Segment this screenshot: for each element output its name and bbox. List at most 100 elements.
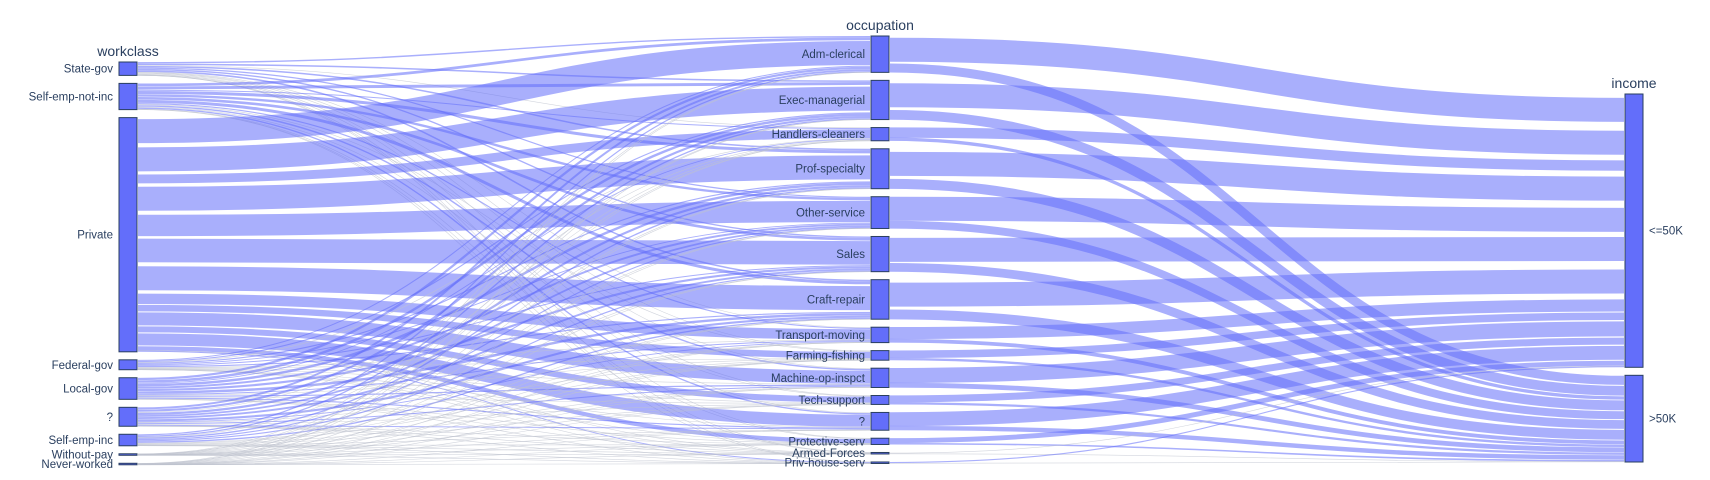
category-bar-income-50k[interactable]	[1624, 374, 1644, 463]
ribbon-workclass-private-to-adm-clerical[interactable]	[137, 40, 871, 144]
ribbon-workclass-self-emp-inc-to-adm-clerical[interactable]	[137, 71, 871, 436]
ribbon-occupation-unknown-to-50k[interactable]	[889, 345, 1625, 427]
ribbon-occupation-tech-support-to-50k[interactable]	[889, 337, 1625, 403]
category-bar-workclass-federal-gov[interactable]	[118, 359, 138, 371]
category-bar-occupation-prof-specialty[interactable]	[870, 148, 890, 190]
dimension-title-workclass[interactable]: workclass	[96, 43, 158, 59]
ribbon-occupation-prof-specialty-to-50k[interactable]	[889, 151, 1625, 201]
ribbon-occupation-tech-support-to-50k[interactable]	[889, 402, 1625, 455]
ribbon-occupation-armed-forces-to-50k[interactable]	[889, 453, 1625, 462]
ribbon-workclass-self-emp-inc-to-sales[interactable]	[137, 270, 871, 442]
ribbon-workclass-without-pay-to-craft-repair[interactable]	[137, 318, 871, 456]
ribbon-workclass-self-emp-not-inc-to-adm-clerical[interactable]	[137, 37, 871, 87]
ribbon-workclass-federal-gov-to-prof-specialty[interactable]	[137, 181, 871, 364]
ribbon-occupation-farming-fishing-to-50k[interactable]	[889, 312, 1625, 358]
ribbon-occupation-protective-serv-to-50k[interactable]	[889, 442, 1625, 462]
ribbon-occupation-craft-repair-to-50k[interactable]	[889, 309, 1625, 440]
ribbon-workclass-private-to-exec-managerial[interactable]	[137, 86, 871, 172]
ribbon-workclass-without-pay-to-handlers-cleaners[interactable]	[137, 140, 871, 455]
ribbon-workclass-federal-gov-to-sales[interactable]	[137, 265, 871, 366]
ribbon-workclass-local-gov-to-handlers-cleaners[interactable]	[137, 138, 871, 384]
category-bar-occupation-other-service[interactable]	[870, 196, 890, 229]
category-bar-occupation-craft-repair[interactable]	[870, 279, 890, 320]
ribbon-occupation-priv-house-serv-to-50k[interactable]	[889, 366, 1625, 464]
ribbon-workclass-federal-gov-to-handlers-cleaners[interactable]	[137, 138, 871, 363]
ribbon-workclass-state-gov-to-adm-clerical[interactable]	[137, 36, 871, 64]
ribbon-workclass-unknown-to-adm-clerical[interactable]	[137, 69, 871, 410]
ribbon-workclass-private-to-tech-support[interactable]	[137, 326, 871, 403]
category-bar-workclass-private[interactable]	[118, 117, 138, 353]
ribbon-workclass-local-gov-to-tech-support[interactable]	[137, 396, 871, 404]
ribbon-workclass-never-worked-to-transport-moving[interactable]	[137, 342, 871, 465]
ribbon-workclass-never-worked-to-priv-house-serv[interactable]	[137, 463, 871, 466]
ribbon-workclass-without-pay-to-adm-clerical[interactable]	[137, 72, 871, 455]
ribbon-workclass-self-emp-inc-to-tech-support[interactable]	[137, 403, 871, 445]
ribbon-workclass-without-pay-to-transport-moving[interactable]	[137, 342, 871, 456]
category-bar-income-50k[interactable]	[1624, 93, 1644, 368]
ribbon-workclass-unknown-to-machine-op-inspct[interactable]	[137, 385, 871, 425]
category-bar-occupation-handlers-cleaners[interactable]	[870, 127, 890, 142]
ribbon-workclass-local-gov-to-exec-managerial[interactable]	[137, 113, 871, 383]
category-bar-occupation-machine-op-inspct[interactable]	[870, 367, 890, 388]
ribbon-workclass-self-emp-inc-to-handlers-cleaners[interactable]	[137, 140, 871, 438]
ribbon-workclass-unknown-to-exec-managerial[interactable]	[137, 116, 871, 412]
ribbon-workclass-local-gov-to-priv-house-serv[interactable]	[137, 398, 871, 464]
category-bar-occupation-unknown[interactable]	[870, 411, 890, 431]
dimension-title-income[interactable]: income	[1611, 75, 1656, 91]
ribbon-workclass-self-emp-not-inc-to-other-service[interactable]	[137, 94, 871, 201]
ribbon-workclass-without-pay-to-exec-managerial[interactable]	[137, 119, 871, 455]
ribbon-workclass-never-worked-to-farming-fishing[interactable]	[137, 359, 871, 465]
ribbon-workclass-never-worked-to-adm-clerical[interactable]	[137, 72, 871, 464]
category-bar-workclass-self-emp-not-inc[interactable]	[118, 82, 138, 111]
ribbon-workclass-never-worked-to-craft-repair[interactable]	[137, 318, 871, 465]
ribbon-workclass-self-emp-inc-to-transport-moving[interactable]	[137, 342, 871, 444]
category-bar-occupation-sales[interactable]	[870, 235, 890, 273]
category-bar-workclass-never-worked[interactable]	[118, 462, 138, 466]
ribbon-workclass-never-worked-to-exec-managerial[interactable]	[137, 119, 871, 464]
ribbon-workclass-private-to-priv-house-serv[interactable]	[137, 350, 871, 464]
ribbon-occupation-machine-op-inspct-to-50k[interactable]	[889, 382, 1625, 453]
category-bar-occupation-farming-fishing[interactable]	[870, 350, 890, 361]
ribbon-workclass-unknown-to-protective-serv[interactable]	[137, 425, 871, 445]
ribbon-workclass-federal-gov-to-machine-op-inspct[interactable]	[137, 368, 871, 385]
ribbon-workclass-without-pay-to-other-service[interactable]	[137, 228, 871, 455]
ribbon-workclass-self-emp-inc-to-exec-managerial[interactable]	[137, 118, 871, 437]
ribbon-workclass-without-pay-to-prof-specialty[interactable]	[137, 188, 871, 455]
ribbon-workclass-private-to-transport-moving[interactable]	[137, 293, 871, 340]
ribbon-occupation-protective-serv-to-50k[interactable]	[889, 360, 1625, 444]
ribbon-workclass-federal-gov-to-other-service[interactable]	[137, 222, 871, 365]
category-bar-occupation-protective-serv[interactable]	[870, 437, 890, 445]
ribbon-workclass-local-gov-to-adm-clerical[interactable]	[137, 66, 871, 381]
ribbon-occupation-transport-moving-to-50k[interactable]	[889, 299, 1625, 340]
ribbon-workclass-federal-gov-to-exec-managerial[interactable]	[137, 112, 871, 363]
ribbon-workclass-self-emp-inc-to-farming-fishing[interactable]	[137, 359, 871, 444]
ribbon-workclass-federal-gov-to-tech-support[interactable]	[137, 368, 871, 404]
category-bar-workclass-local-gov[interactable]	[118, 377, 138, 400]
ribbon-workclass-unknown-to-tech-support[interactable]	[137, 403, 871, 425]
ribbon-occupation-sales-to-50k[interactable]	[889, 236, 1625, 262]
category-bar-workclass-self-emp-inc[interactable]	[118, 433, 138, 447]
ribbon-workclass-without-pay-to-machine-op-inspct[interactable]	[137, 387, 871, 456]
ribbon-workclass-federal-gov-to-unknown[interactable]	[137, 368, 871, 428]
ribbon-workclass-local-gov-to-prof-specialty[interactable]	[137, 182, 871, 387]
ribbon-workclass-never-worked-to-sales[interactable]	[137, 271, 871, 465]
ribbon-workclass-local-gov-to-machine-op-inspct[interactable]	[137, 384, 871, 397]
ribbon-workclass-local-gov-to-craft-repair[interactable]	[137, 313, 871, 394]
ribbon-workclass-unknown-to-prof-specialty[interactable]	[137, 185, 871, 415]
ribbon-occupation-handlers-cleaners-to-50k[interactable]	[889, 127, 1625, 171]
category-bar-occupation-priv-house-serv[interactable]	[870, 461, 890, 464]
ribbon-workclass-private-to-farming-fishing[interactable]	[137, 304, 871, 359]
ribbon-workclass-federal-gov-to-adm-clerical[interactable]	[137, 65, 871, 361]
ribbon-workclass-never-worked-to-machine-op-inspct[interactable]	[137, 387, 871, 465]
ribbon-workclass-state-gov-to-prof-specialty[interactable]	[137, 65, 871, 151]
ribbon-workclass-without-pay-to-sales[interactable]	[137, 271, 871, 455]
ribbon-occupation-unknown-to-50k[interactable]	[889, 425, 1625, 460]
ribbon-workclass-never-worked-to-unknown[interactable]	[137, 429, 871, 466]
ribbon-workclass-local-gov-to-unknown[interactable]	[137, 397, 871, 429]
ribbon-workclass-never-worked-to-other-service[interactable]	[137, 228, 871, 465]
ribbon-workclass-never-worked-to-tech-support[interactable]	[137, 404, 871, 465]
category-bar-occupation-transport-moving[interactable]	[870, 326, 890, 344]
ribbon-occupation-armed-forces-to-50k[interactable]	[889, 365, 1625, 454]
ribbon-occupation-adm-clerical-to-50k[interactable]	[889, 37, 1625, 122]
ribbon-occupation-exec-managerial-to-50k[interactable]	[889, 83, 1625, 155]
